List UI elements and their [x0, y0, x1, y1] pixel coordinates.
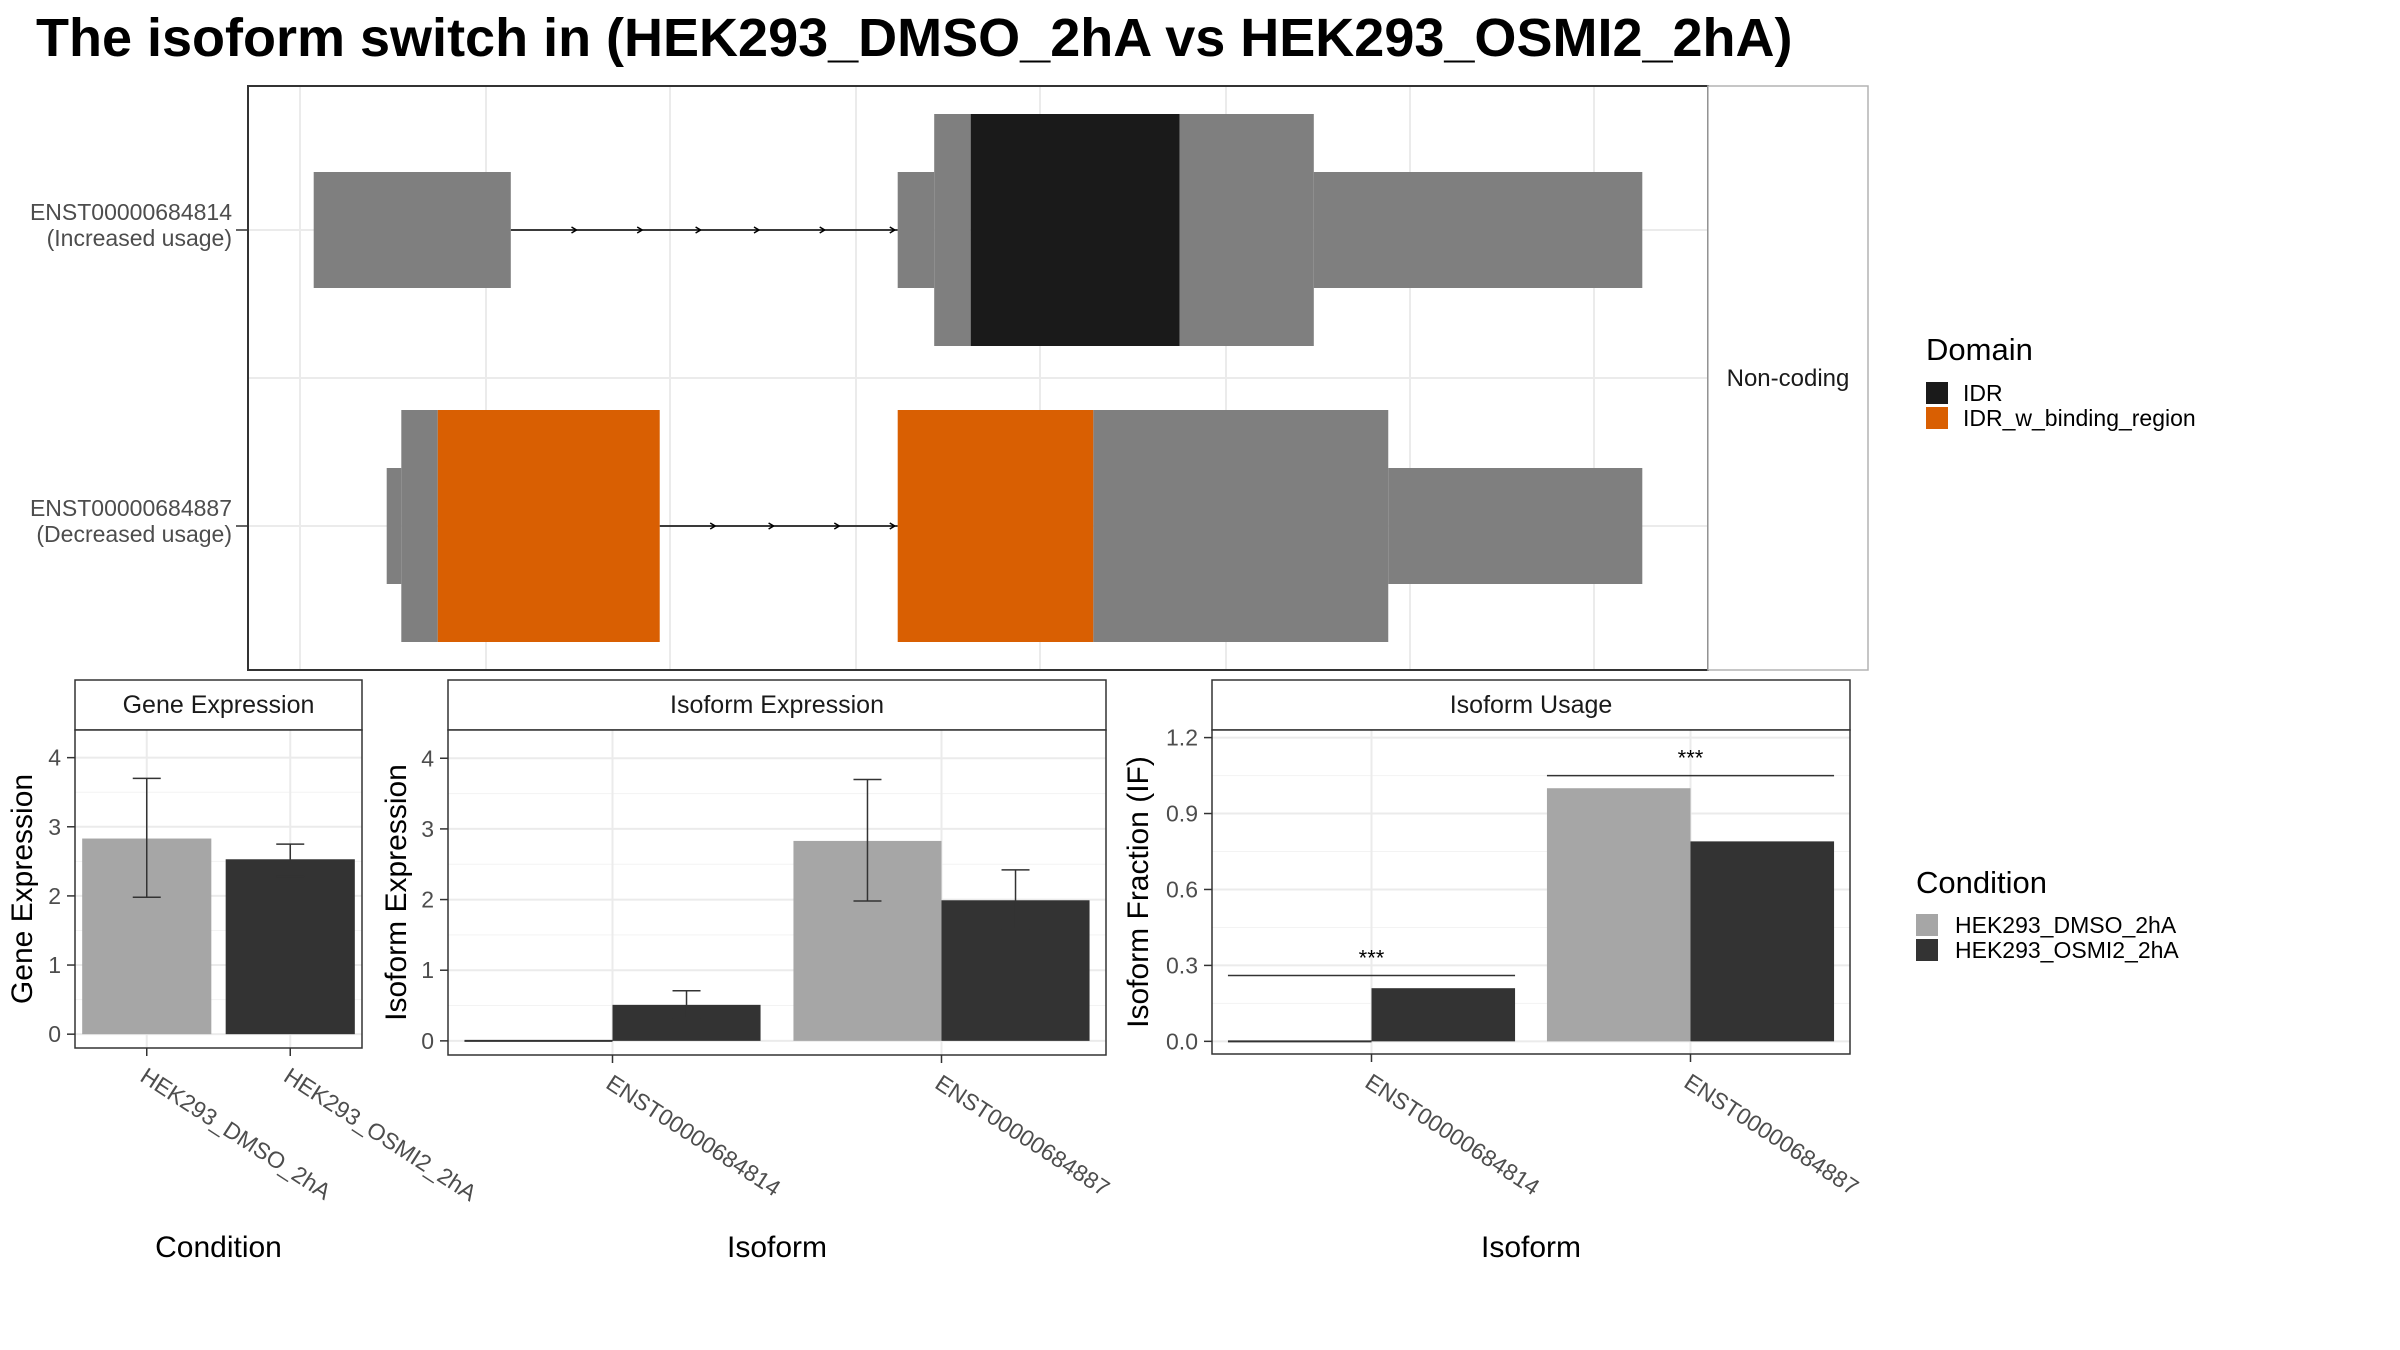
utr-exon-block [386, 468, 402, 584]
facet-strip [1707, 85, 1869, 671]
tick-label-y: 0 [48, 1021, 61, 1047]
bar [1690, 841, 1835, 1042]
coding-exon-block [934, 114, 971, 346]
tick-label-y: 1.2 [1166, 725, 1198, 751]
isoform-structure-panel: ENST00000684814(Increased usage) ENST0000… [30, 85, 1869, 671]
intron-direction-arrow [833, 522, 841, 530]
tick-label-y: 0.0 [1166, 1028, 1198, 1054]
facet-strip-label: Non-coding [1727, 365, 1850, 392]
condition-legend-swatch [1916, 939, 1938, 961]
y-axis-title: Isoform Expression [380, 764, 413, 1021]
figure-title: The isoform switch in (HEK293_DMSO_2hA v… [36, 8, 1793, 68]
panel-title: Isoform Expression [670, 691, 884, 719]
tick-label-x: ENST00000684887 [1680, 1068, 1864, 1200]
panel-strip [1211, 679, 1851, 731]
domain-legend-label: IDR_w_binding_region [1963, 405, 2196, 431]
tick-label-y: 0 [421, 1028, 434, 1054]
panel-strip [447, 679, 1107, 731]
y-axis-title: Isoform Fraction (IF) [1122, 756, 1155, 1028]
y-axis-title: Gene Expression [6, 774, 39, 1004]
x-axis-title: Condition [155, 1231, 282, 1264]
coding-exon-block [401, 410, 438, 642]
utr-exon-block [1388, 468, 1643, 584]
intron-direction-arrow [753, 226, 761, 234]
domain-legend-swatch [1926, 407, 1948, 429]
tick-label-x: ENST00000684887 [931, 1069, 1115, 1201]
isoform-id-label: ENST00000684814 [30, 199, 232, 225]
tick-label-y: 2 [421, 887, 434, 913]
significance-label: *** [1359, 946, 1385, 971]
significance-label: *** [1678, 746, 1704, 771]
isoform-id-label: ENST00000684887 [30, 495, 232, 521]
domain-idr-w-binding-region-block [897, 410, 1094, 642]
tick-label-y: 4 [48, 745, 61, 771]
coding-exon-block [1179, 114, 1314, 346]
panel-border [1211, 729, 1851, 1055]
domain-legend-label: IDR [1963, 380, 2003, 406]
condition-legend-title: Condition [1916, 865, 2047, 900]
panel-border [74, 729, 363, 1049]
intron-direction-arrow [695, 226, 703, 234]
domain-idr-block [970, 114, 1180, 346]
isoform-expression-panel: Isoform Expression 0 1 2 3 4 ENST00000684814 EN… [380, 679, 1115, 1264]
tick-label-y: 2 [48, 883, 61, 909]
panel-border [447, 729, 1107, 1056]
bar [225, 859, 355, 1035]
domain-idr-w-binding-region-block [437, 410, 660, 642]
isoform-usage-label: (Increased usage) [47, 225, 232, 251]
intron-direction-arrow [709, 522, 717, 530]
tick-label-y: 4 [421, 745, 434, 771]
tick-label-y: 1 [48, 952, 61, 978]
tick-label-y: 3 [48, 814, 61, 840]
utr-exon-block [313, 172, 511, 288]
intron-direction-arrow [889, 522, 897, 530]
x-axis-title: Isoform [727, 1231, 827, 1264]
panel-title: Gene Expression [123, 691, 315, 719]
bar [1546, 788, 1691, 1042]
isoform-usage-panel: Isoform Usage 0.0 0.3 0.6 0.9 1.2 *** *** ENST00… [1122, 679, 1864, 1264]
utr-exon-block [1313, 172, 1643, 288]
coding-exon-block [1093, 410, 1389, 642]
utr-exon-block [897, 172, 935, 288]
tick-label-y: 0.6 [1166, 876, 1198, 902]
intron-direction-arrow [571, 226, 578, 234]
intron-direction-arrow [889, 226, 897, 234]
tick-label-y: 0.9 [1166, 801, 1198, 827]
bar [1371, 988, 1516, 1042]
tick-label-y: 1 [421, 957, 434, 983]
intron-direction-arrow [819, 226, 827, 234]
x-axis-title: Isoform [1481, 1231, 1581, 1264]
intron-direction-arrow [768, 522, 776, 530]
tick-label-x: ENST00000684814 [602, 1069, 786, 1201]
condition-legend-swatch [1916, 914, 1938, 936]
condition-legend-label: HEK293_DMSO_2hA [1955, 912, 2177, 938]
intron-direction-arrow [636, 226, 644, 234]
panel-title: Isoform Usage [1450, 691, 1613, 719]
tick-label-x: ENST00000684814 [1361, 1068, 1545, 1200]
isoform-usage-label: (Decreased usage) [36, 521, 232, 547]
condition-legend-label: HEK293_OSMI2_2hA [1955, 937, 2179, 963]
domain-legend-swatch [1926, 382, 1948, 404]
tick-label-y: 3 [421, 816, 434, 842]
tick-label-y: 0.3 [1166, 952, 1198, 978]
domain-legend-title: Domain [1926, 332, 2033, 367]
